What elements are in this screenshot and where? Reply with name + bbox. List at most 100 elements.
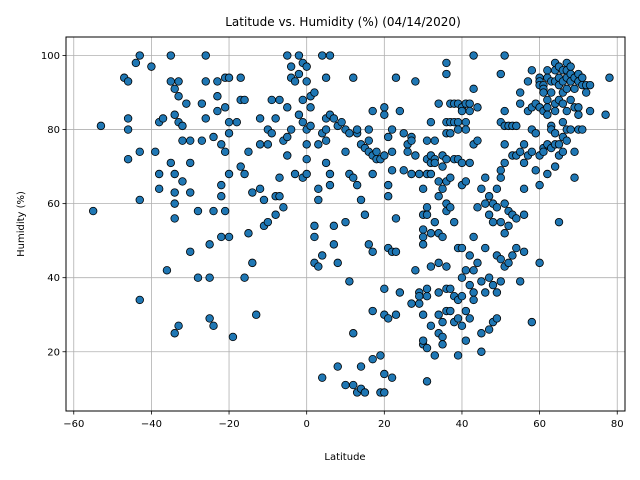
data-point — [519, 158, 529, 168]
data-point — [294, 51, 304, 60]
data-point — [356, 195, 366, 205]
data-point — [438, 184, 447, 194]
data-point — [244, 147, 253, 156]
data-point — [415, 299, 424, 308]
data-point — [446, 203, 455, 212]
x-tick-label: 20 — [378, 419, 391, 430]
data-point — [465, 314, 474, 323]
data-point — [484, 325, 494, 334]
data-point — [349, 73, 358, 82]
data-point — [422, 136, 432, 145]
data-point — [213, 92, 222, 101]
y-tick-label: 60 — [47, 199, 60, 210]
data-point — [318, 373, 327, 382]
data-point — [217, 180, 226, 190]
data-point — [170, 329, 179, 338]
data-point — [481, 199, 490, 208]
data-point — [395, 106, 405, 116]
data-point — [434, 177, 443, 186]
data-point — [519, 140, 529, 149]
data-point — [496, 277, 505, 286]
data-point — [457, 321, 467, 331]
data-point — [349, 329, 358, 338]
data-point — [442, 262, 451, 271]
data-point — [352, 125, 362, 134]
data-point — [434, 258, 443, 268]
data-point — [543, 169, 552, 179]
data-point — [453, 314, 463, 323]
data-point — [201, 51, 210, 60]
data-point — [294, 69, 304, 79]
data-point — [446, 284, 455, 294]
data-point — [360, 388, 370, 397]
data-point — [329, 240, 339, 249]
data-point — [519, 247, 529, 256]
data-point — [434, 288, 443, 297]
y-tick-label: 80 — [47, 125, 60, 136]
data-point — [283, 132, 292, 142]
data-point — [473, 258, 482, 268]
data-point — [186, 188, 195, 197]
data-point — [240, 273, 249, 282]
data-point — [473, 203, 482, 212]
data-point — [387, 147, 397, 156]
data-point — [418, 232, 428, 242]
data-point — [380, 369, 389, 379]
data-point — [415, 292, 424, 301]
data-point — [325, 169, 335, 179]
data-point — [422, 377, 432, 386]
data-point — [236, 73, 245, 82]
data-point — [321, 158, 331, 168]
data-point — [426, 321, 436, 331]
data-point — [290, 77, 300, 86]
data-point — [430, 351, 439, 360]
data-point — [271, 210, 280, 219]
data-point — [430, 158, 439, 168]
data-point — [411, 77, 420, 86]
data-point — [368, 106, 377, 116]
data-point — [368, 306, 377, 316]
data-point — [438, 332, 447, 342]
data-point — [554, 140, 564, 149]
data-point — [213, 77, 222, 86]
data-point — [193, 273, 203, 282]
data-point — [275, 192, 284, 201]
data-point — [465, 106, 474, 116]
data-point — [434, 310, 443, 319]
data-point — [465, 251, 474, 260]
data-point — [349, 173, 358, 182]
grid-lines — [66, 37, 625, 411]
data-point — [488, 280, 498, 290]
data-point — [543, 103, 552, 112]
data-point — [321, 125, 331, 134]
data-point — [453, 117, 463, 127]
data-point — [515, 147, 525, 156]
data-point — [391, 73, 401, 82]
data-point — [384, 314, 393, 323]
data-point — [325, 51, 335, 60]
data-point — [418, 225, 428, 234]
data-point — [418, 310, 428, 319]
data-point — [174, 77, 183, 86]
data-point — [135, 295, 144, 305]
data-point — [527, 317, 537, 327]
data-point — [123, 125, 133, 134]
data-point — [283, 151, 292, 160]
data-point — [135, 195, 144, 205]
data-point — [302, 77, 311, 86]
data-points — [88, 51, 614, 397]
data-point — [224, 232, 234, 242]
data-point — [527, 147, 537, 156]
data-point — [318, 51, 327, 60]
data-point — [407, 136, 416, 145]
data-point — [418, 240, 428, 249]
data-point — [461, 336, 471, 345]
data-point — [360, 210, 370, 219]
data-point — [325, 180, 335, 190]
data-point — [275, 173, 284, 182]
data-point — [321, 136, 331, 145]
data-point — [178, 121, 187, 131]
data-point — [255, 114, 265, 123]
data-point — [193, 206, 203, 216]
data-point — [601, 110, 610, 119]
